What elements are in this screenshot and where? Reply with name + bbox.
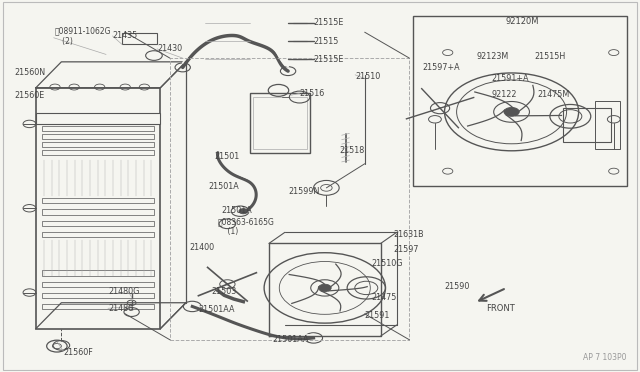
Circle shape (319, 284, 331, 292)
Bar (42, 142, 154, 147)
Bar (563, 108, 611, 141)
Text: 21591: 21591 (365, 311, 390, 320)
Text: 21515: 21515 (314, 37, 339, 46)
Bar (42, 198, 154, 203)
Text: 21591+A: 21591+A (491, 74, 529, 83)
Text: 21501AA: 21501AA (272, 335, 308, 344)
Text: 21560F: 21560F (63, 347, 93, 356)
Text: 21475M: 21475M (537, 90, 570, 99)
Text: 21515E: 21515E (314, 55, 344, 64)
Text: ⓝ08911-1062G
   (2): ⓝ08911-1062G (2) (55, 26, 111, 46)
Text: 21510: 21510 (355, 72, 380, 81)
Text: 21560E: 21560E (15, 91, 45, 100)
Text: 21475: 21475 (371, 293, 396, 302)
Text: 21516: 21516 (300, 89, 325, 98)
Text: 21518: 21518 (339, 146, 364, 155)
Text: 21597+A: 21597+A (422, 63, 460, 72)
Bar (42, 270, 154, 276)
Text: FRONT: FRONT (486, 304, 515, 313)
Bar (42, 282, 154, 287)
Text: 21501: 21501 (214, 152, 240, 161)
Bar (42, 134, 154, 139)
Text: 92123M: 92123M (476, 52, 509, 61)
Bar (413, 16, 627, 186)
Bar (36, 88, 161, 329)
Text: 21501AA: 21501AA (198, 305, 235, 314)
Text: 92122: 92122 (491, 90, 516, 99)
Circle shape (504, 108, 519, 116)
Circle shape (239, 209, 248, 214)
Text: 21501A: 21501A (208, 182, 239, 190)
Text: 21590: 21590 (445, 282, 470, 291)
Bar (42, 209, 154, 215)
Text: 21597: 21597 (394, 244, 419, 253)
Bar (42, 126, 154, 131)
Text: 21631B: 21631B (394, 230, 424, 239)
Bar (253, 97, 307, 149)
Text: 21503: 21503 (211, 287, 237, 296)
Bar (42, 221, 154, 226)
Text: 21480G: 21480G (108, 287, 140, 296)
Bar (122, 33, 157, 44)
Bar (250, 93, 310, 153)
Bar (595, 101, 620, 149)
Text: 21480: 21480 (108, 304, 133, 313)
Text: 21501A: 21501A (221, 206, 252, 215)
Text: 92120M: 92120M (505, 17, 539, 26)
Text: 21560N: 21560N (15, 68, 46, 77)
Text: Ⓝ08363-6165G
    (1): Ⓝ08363-6165G (1) (218, 217, 275, 237)
Text: 21515H: 21515H (534, 52, 565, 61)
Bar (42, 304, 154, 310)
Bar (42, 232, 154, 237)
Text: 21435: 21435 (113, 31, 138, 41)
Text: 21599N: 21599N (288, 187, 319, 196)
Text: 21515E: 21515E (314, 19, 344, 28)
Text: 21430: 21430 (157, 44, 182, 53)
Bar (36, 113, 161, 124)
Text: 21400: 21400 (189, 243, 214, 251)
Bar (42, 293, 154, 298)
Text: AP 7 103P0: AP 7 103P0 (583, 353, 627, 362)
Bar (42, 150, 154, 155)
Text: 21510G: 21510G (371, 259, 403, 268)
